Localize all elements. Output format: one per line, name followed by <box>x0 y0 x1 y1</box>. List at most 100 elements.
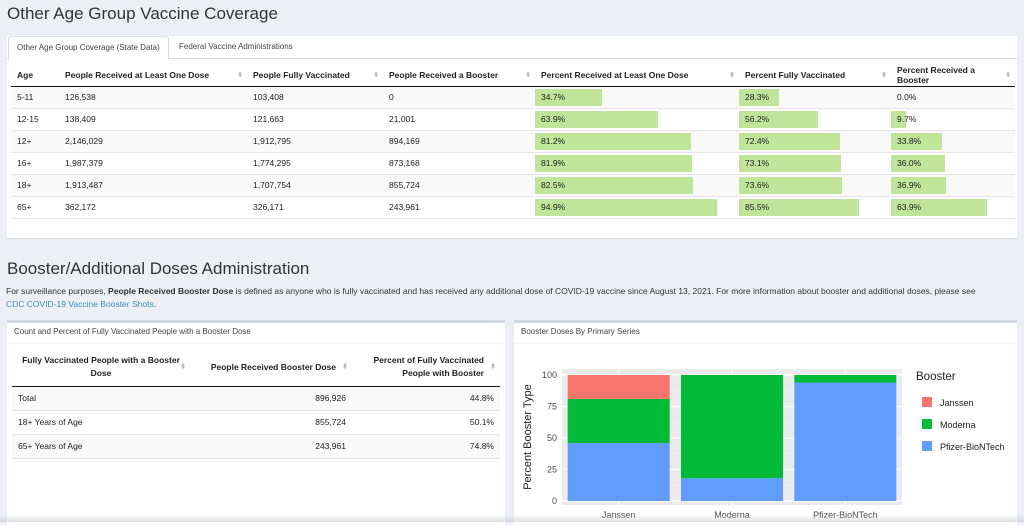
section-title-coverage: Other Age Group Vaccine Coverage <box>7 4 278 23</box>
col-pct-one[interactable]: Percent Received at Least One Dose ⬍ <box>541 69 735 80</box>
cell-age: 18+ <box>17 180 32 190</box>
cell-group: Total <box>18 393 36 403</box>
y-tick-label: 100 <box>542 370 557 380</box>
cell-age: 65+ <box>17 202 32 212</box>
col-age[interactable]: Age <box>17 69 34 80</box>
cell-one-dose: 138,409 <box>65 114 96 124</box>
cell-one-dose: 126,538 <box>65 92 96 102</box>
percent-bar <box>891 110 906 128</box>
table-row: 12-15 138,409 121,663 21,001 63.9% 56.2% 9.7% <box>11 108 1015 130</box>
percent-value: 36.0% <box>897 158 922 168</box>
sort-icon: ⬍ <box>525 71 531 79</box>
bar-segment <box>794 382 897 501</box>
legend-swatch <box>922 419 932 429</box>
percent-value: 33.8% <box>897 136 922 146</box>
booster-count-box-title: Count and Percent of Fully Vaccinated Pe… <box>7 323 505 344</box>
percent-value: 0.0% <box>897 92 917 102</box>
percent-bar <box>891 176 947 194</box>
booster-count-table: Fully Vaccinated People with a Booster D… <box>12 349 500 459</box>
coverage-box: Other Age Group Coverage (State Data) Fe… <box>7 36 1017 238</box>
cell-fully: 1,774,295 <box>253 158 291 168</box>
sort-icon: ⬍ <box>342 363 348 371</box>
cell-count: 896,926 <box>315 393 346 403</box>
percent-bar <box>739 176 843 194</box>
info-prefix: For surveillance purposes, <box>6 286 109 296</box>
cell-pct-boost: 36.9% <box>891 174 1015 196</box>
percent-bar <box>739 154 842 172</box>
coverage-tabs: Other Age Group Coverage (State Data) Fe… <box>7 36 1017 60</box>
cell-fully: 1,707,754 <box>253 180 291 190</box>
table-row: 18+ 1,913,487 1,707,754 855,724 82.5% 73.6% 36… <box>11 174 1015 196</box>
booster-chart-box-title: Booster Doses By Primary Series <box>514 323 1017 344</box>
col-received-booster[interactable]: People Received Booster Dose ⬍ <box>210 361 348 372</box>
bar-segment <box>794 375 897 383</box>
y-axis-title: Percent Booster Type <box>522 384 534 490</box>
percent-bar <box>535 176 694 194</box>
cell-count: 243,961 <box>315 441 346 451</box>
percent-value: 73.6% <box>745 180 770 190</box>
percent-bar <box>739 198 859 216</box>
cell-fully: 103,408 <box>253 92 284 102</box>
percent-bar <box>891 132 942 150</box>
table-row: 5-11 126,538 103,408 0 34.7% 28.3% 0.0% <box>11 86 1015 108</box>
percent-bar <box>535 198 718 216</box>
table-row: 65+ 362,172 326,171 243,961 94.9% 85.5% 63.9% <box>11 196 1015 218</box>
cell-booster: 873,168 <box>389 158 420 168</box>
sort-icon: ⬍ <box>729 71 735 79</box>
sort-icon: ⬍ <box>237 71 243 79</box>
cell-pct-boost: 33.8% <box>891 130 1015 152</box>
percent-value: 85.5% <box>745 202 770 212</box>
cell-fully: 326,171 <box>253 202 284 212</box>
percent-value: 63.9% <box>897 202 922 212</box>
bar-segment <box>681 478 783 501</box>
cell-age: 12+ <box>17 136 32 146</box>
cell-age: 16+ <box>17 158 32 168</box>
sort-icon: ⬍ <box>180 363 186 371</box>
legend-swatch <box>922 397 932 407</box>
cell-fully: 121,663 <box>253 114 284 124</box>
percent-value: 82.5% <box>541 180 566 190</box>
percent-value: 9.7% <box>897 114 917 124</box>
col-one-dose[interactable]: People Received at Least One Dose ⬍ <box>65 69 243 80</box>
percent-value: 34.7% <box>541 92 566 102</box>
col-pct-full[interactable]: Percent Fully Vaccinated ⬍ <box>745 69 887 80</box>
cell-booster: 0 <box>389 92 394 102</box>
percent-bar <box>739 88 779 106</box>
table-row: Total 896,926 44.8% <box>12 386 500 410</box>
cell-pct-full: 72.4% <box>739 130 891 152</box>
cell-pct-full: 85.5% <box>739 196 891 218</box>
coverage-table: Age People Received at Least One Dose ⬍ P… <box>11 64 1015 219</box>
cell-pct: 74.8% <box>469 441 494 451</box>
percent-value: 28.3% <box>745 92 770 102</box>
cdc-booster-link[interactable]: CDC COVID-19 Vaccine Booster Shots <box>6 299 154 309</box>
cell-pct-one: 81.9% <box>535 152 739 174</box>
cell-booster: 855,724 <box>389 180 420 190</box>
cell-booster: 21,001 <box>389 114 415 124</box>
cell-pct-boost: 0.0% <box>891 86 1015 108</box>
page-bottom-shadow <box>0 514 1024 522</box>
cell-pct-full: 73.6% <box>739 174 891 196</box>
booster-count-box: Count and Percent of Fully Vaccinated Pe… <box>7 320 505 525</box>
col-pct-booster[interactable]: Percent of Fully Vaccinated People with … <box>373 355 496 379</box>
cell-pct-one: 94.9% <box>535 196 739 218</box>
col-fully[interactable]: People Fully Vaccinated ⬍ <box>253 69 379 80</box>
info-bold: People Received Booster Dose <box>108 286 234 296</box>
cell-booster: 894,169 <box>389 136 420 146</box>
legend-swatch <box>922 441 932 451</box>
percent-value: 72.4% <box>745 136 770 146</box>
col-booster[interactable]: People Received a Booster ⬍ <box>389 69 531 80</box>
percent-value: 81.9% <box>541 158 566 168</box>
col-group[interactable]: Fully Vaccinated People with a Booster D… <box>22 355 186 379</box>
percent-value: 56.2% <box>745 114 770 124</box>
tab-federal-administrations[interactable]: Federal Vaccine Administrations <box>179 42 293 51</box>
col-pct-boost[interactable]: Percent Received a Booster ⬍ <box>897 64 1011 85</box>
percent-bar <box>891 154 945 172</box>
cell-pct-one: 82.5% <box>535 174 739 196</box>
percent-bar <box>535 132 691 150</box>
tab-state-data[interactable]: Other Age Group Coverage (State Data) <box>8 36 169 60</box>
legend-label: Moderna <box>940 420 976 430</box>
percent-value: 73.1% <box>745 158 770 168</box>
cell-pct-full: 73.1% <box>739 152 891 174</box>
percent-bar <box>535 110 658 128</box>
cell-pct-full: 56.2% <box>739 108 891 130</box>
